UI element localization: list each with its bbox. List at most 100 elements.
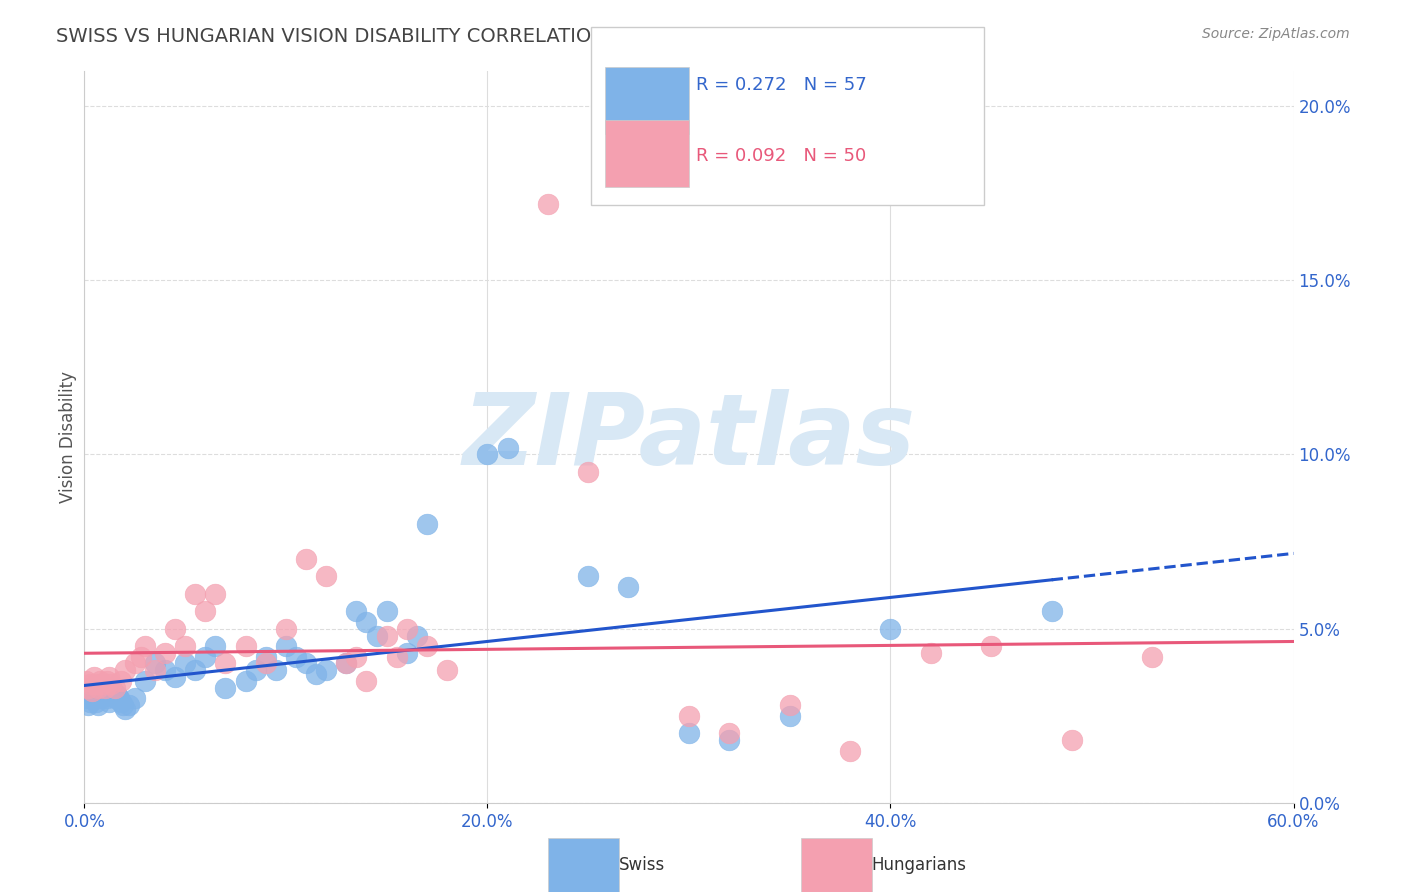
Point [366, 629, 388, 643]
Point [134, 673, 156, 688]
Point [576, 465, 599, 479]
Point [576, 569, 599, 583]
Point [96, 673, 118, 688]
Point [110, 673, 132, 688]
Point [356, 615, 378, 629]
Point [779, 708, 801, 723]
Point [124, 691, 146, 706]
Text: Hungarians: Hungarians [872, 856, 967, 874]
Point [86, 677, 108, 691]
Point [204, 587, 226, 601]
Point [264, 664, 287, 678]
Point [87, 681, 110, 695]
Point [436, 664, 458, 678]
Point [93, 688, 115, 702]
Text: R = 0.272   N = 57: R = 0.272 N = 57 [696, 76, 866, 94]
Text: Source: ZipAtlas.com: Source: ZipAtlas.com [1202, 27, 1350, 41]
Text: ZIPatlas: ZIPatlas [463, 389, 915, 485]
Point [416, 517, 439, 532]
Point [305, 667, 328, 681]
Point [153, 646, 176, 660]
Point [285, 649, 308, 664]
Point [194, 649, 217, 664]
Point [295, 552, 318, 566]
Text: Swiss: Swiss [619, 856, 665, 874]
Point [356, 673, 378, 688]
Point [245, 664, 267, 678]
Point [395, 646, 418, 660]
Point [97, 670, 120, 684]
Point [879, 622, 901, 636]
Point [153, 664, 176, 678]
Point [104, 681, 127, 695]
Point [477, 448, 499, 462]
Point [114, 702, 136, 716]
Point [96, 691, 118, 706]
Point [980, 639, 1002, 653]
Point [79, 677, 101, 691]
Point [335, 657, 357, 671]
Text: R = 0.092   N = 50: R = 0.092 N = 50 [696, 147, 866, 165]
Point [194, 604, 217, 618]
Point [79, 695, 101, 709]
Y-axis label: Vision Disability: Vision Disability [59, 371, 77, 503]
Point [100, 677, 122, 691]
Point [204, 639, 226, 653]
Point [718, 726, 741, 740]
Text: SWISS VS HUNGARIAN VISION DISABILITY CORRELATION CHART: SWISS VS HUNGARIAN VISION DISABILITY COR… [56, 27, 678, 45]
Point [617, 580, 640, 594]
Point [89, 673, 111, 688]
Point [107, 691, 129, 706]
Point [104, 691, 127, 706]
Point [77, 698, 100, 713]
Point [184, 664, 207, 678]
Point [839, 743, 862, 757]
Point [83, 691, 105, 706]
Point [134, 639, 156, 653]
Point [315, 664, 337, 678]
Point [416, 639, 439, 653]
Point [111, 698, 134, 713]
Point [82, 684, 104, 698]
Point [395, 622, 418, 636]
Point [214, 681, 236, 695]
Point [143, 657, 166, 671]
Point [235, 639, 257, 653]
Point [315, 569, 337, 583]
Point [1060, 733, 1083, 747]
Point [91, 677, 114, 691]
Point [174, 657, 197, 671]
Point [1040, 604, 1063, 618]
Point [77, 681, 100, 695]
Point [274, 639, 297, 653]
Point [496, 441, 519, 455]
Point [920, 646, 942, 660]
Point [105, 688, 128, 702]
Point [89, 691, 111, 706]
Point [100, 688, 122, 702]
Point [1142, 649, 1164, 664]
Point [184, 587, 207, 601]
Point [375, 604, 398, 618]
Point [124, 657, 146, 671]
Point [174, 639, 197, 653]
Point [101, 684, 124, 698]
Point [165, 670, 187, 684]
Point [129, 649, 152, 664]
Point [295, 657, 318, 671]
Point [75, 691, 97, 706]
Point [118, 698, 141, 713]
Point [678, 726, 700, 740]
Point [537, 196, 560, 211]
Point [346, 604, 368, 618]
Point [779, 698, 801, 713]
Point [254, 649, 277, 664]
Point [83, 670, 105, 684]
Point [214, 657, 236, 671]
Point [75, 673, 97, 688]
Point [235, 673, 257, 688]
Point [385, 649, 408, 664]
Point [97, 695, 120, 709]
Point [406, 629, 429, 643]
Point [254, 657, 277, 671]
